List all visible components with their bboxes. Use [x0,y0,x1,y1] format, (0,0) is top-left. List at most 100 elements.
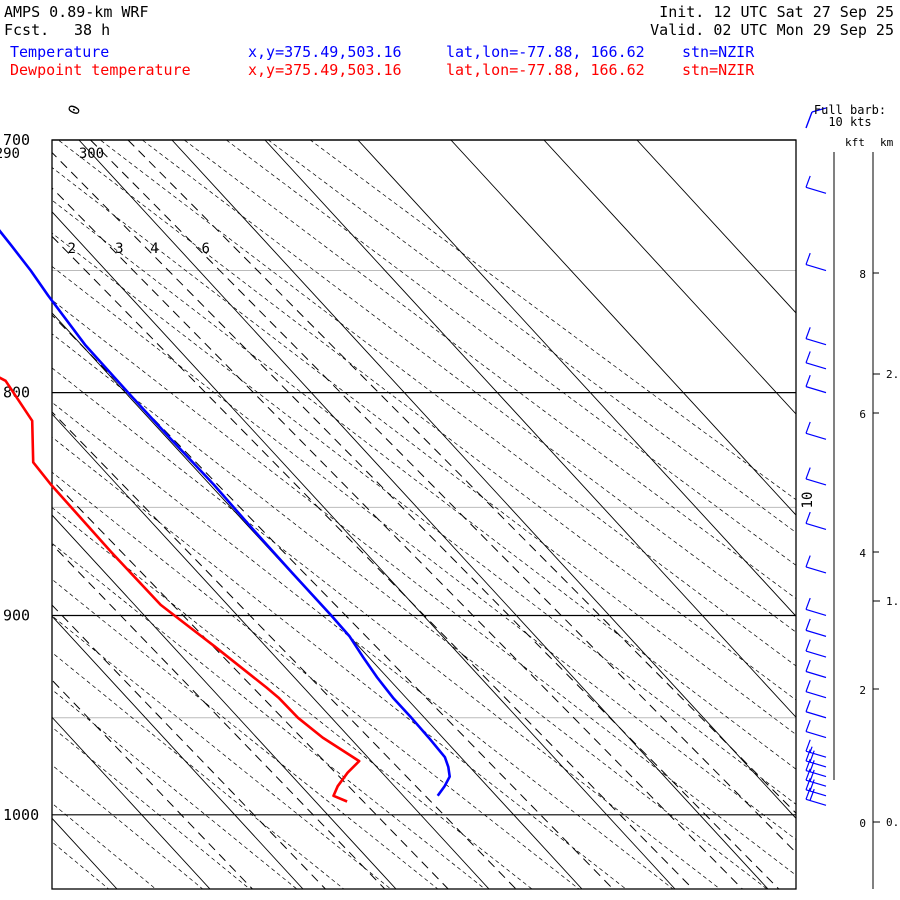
wind-barb-staff [805,779,827,787]
wind-barb-flag [805,597,811,610]
wind-barb-flag [805,327,811,339]
dry-adiabat [52,471,580,889]
isotherm-line [357,140,796,617]
mixing-ratio-label: 3 [115,241,123,257]
wind-barb-staff [805,566,827,574]
legend-temperature-name: Temperature [10,43,110,61]
kft-tick-label: 4 [859,547,866,560]
dry-adiabat [52,802,157,889]
wind-barb-flag [809,779,815,792]
dry-adiabat [52,436,627,889]
isotherm-line [450,140,796,516]
isotherm-line [543,140,796,415]
wind-barb [805,327,827,346]
dry-adiabat [183,140,796,600]
dry-adiabat [99,140,796,667]
legend-dewpoint-name: Dewpoint temperature [10,61,191,79]
wind-barb-flag [809,760,815,772]
dry-adiabat [52,764,204,889]
wind-barb-staff [805,670,827,679]
dry-adiabat [52,841,110,889]
wind-barb [805,467,827,486]
mixing-ratio-label: 2 [68,241,76,257]
dry-adiabat [52,689,298,889]
forecast-hours: 38 h [74,21,111,39]
wind-barb [805,597,827,617]
wind-barb-staff [805,650,827,658]
wind-barb [805,787,827,806]
wind-barb [805,659,827,679]
barb-legend-line2: 10 kts [828,115,871,129]
wind-barb-flag [809,750,815,763]
barb-legend-barb [811,107,827,113]
legend-temperature-latlon: lat,lon=-77.88, 166.62 [446,43,645,61]
wind-barb-staff [805,362,827,370]
dry-adiabat [57,140,796,701]
valid-time: Valid. 02 UTC Mon 29 Sep 25 [650,21,894,39]
wind-barb [805,511,827,531]
wind-barb-flag [805,421,811,434]
isotherm-line [52,312,583,889]
wind-barb-flag [805,252,811,265]
wind-barb [805,639,827,658]
wind-barb-flag [805,511,811,524]
km-tick-label: 2. [886,368,899,381]
wind-barb-flag [805,758,811,771]
km-axis-label: km [880,136,894,149]
wind-barb [805,555,827,574]
wind-barb-flag [805,680,811,692]
isotherm-line [52,514,397,889]
theta-label: 290 [0,146,20,162]
mixing-ratio-label: 4 [150,241,158,257]
dry-adiabat [52,367,721,889]
pressure-tick-label: 1000 [3,806,39,824]
wind-barb-flag [805,351,811,364]
mixing-ratio-label: 6 [202,241,210,257]
dewpoint-profile [0,376,361,803]
wind-barb [805,618,827,637]
wind-barb-flag [809,788,815,801]
wind-barb-staff [805,711,827,719]
wind-barb-flag [805,467,811,480]
isotherm-line [52,615,304,889]
wind-barb-staff [805,798,827,806]
wind-barb-staff [805,478,827,486]
mixing-ratio-line [52,679,253,889]
dry-adiabat [52,167,796,735]
wind-barb [805,351,827,370]
dry-adiabat [225,140,796,566]
barb-legend-staff [805,111,813,129]
wind-barb-flag [805,555,811,568]
isotherm-line [264,140,796,718]
wind-barb [805,719,827,739]
mixing-ratio-line [90,140,796,854]
wind-barb [805,758,827,778]
dry-adiabat [309,140,796,501]
dry-adiabat [52,199,796,770]
legend-dewpoint-xy: x,y=375.49,503.16 [248,61,402,79]
wind-barb-flag [809,746,813,753]
dry-adiabat [52,299,796,876]
pressure-tick-label: 700 [3,131,30,149]
wind-barb [805,421,827,440]
wind-barb [805,739,827,758]
dry-adiabat [267,140,796,533]
wind-barb-flag [805,659,811,672]
temperature-profile [0,229,451,797]
kft-tick-label: 6 [859,408,866,421]
plot-frame [51,139,797,890]
wind-barb-staff [805,522,827,531]
wind-barb-flag [805,739,811,752]
wind-barb [805,700,827,719]
barb-legend-line1: Full barb: [814,103,886,117]
wind-barb [805,768,827,787]
wind-barb-flag [809,769,815,782]
wind-barb [805,749,827,768]
theta-label: 300 [79,146,104,162]
kft-tick-label: 2 [859,684,866,697]
side-annotation: 10 [800,492,816,509]
wind-barb-staff [805,730,827,739]
isotherm-line [52,211,676,889]
wind-barb-flag [805,719,811,732]
